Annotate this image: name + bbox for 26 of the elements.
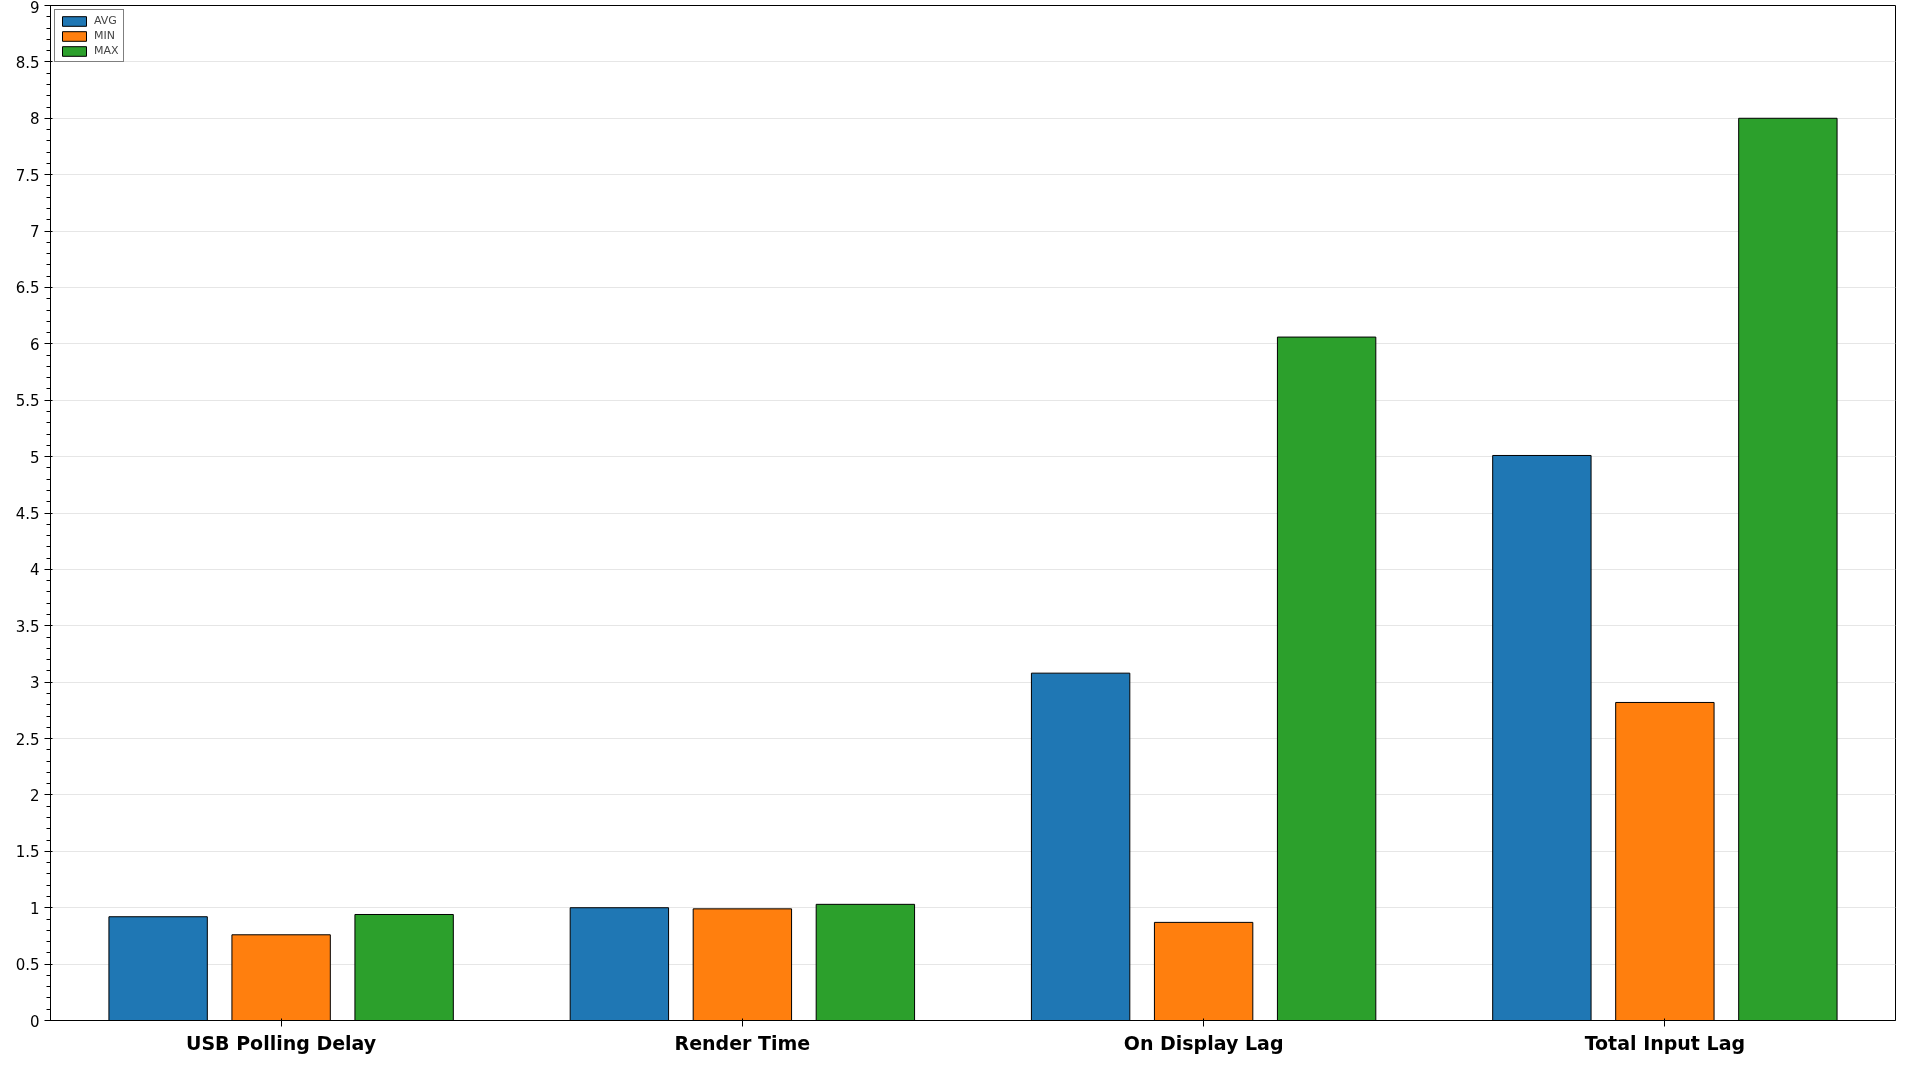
y-tick-label: 0 <box>29 1012 40 1031</box>
y-tick-label: 8.5 <box>15 53 40 72</box>
legend-label: MAX <box>94 44 119 57</box>
y-tick-label: 0.5 <box>15 956 40 975</box>
x-tick-label: On Display Lag <box>1123 1031 1284 1054</box>
y-tick-label: 5.5 <box>15 392 40 411</box>
legend-label: MIN <box>94 29 115 42</box>
x-tick-label: Total Input Lag <box>1584 1031 1746 1054</box>
y-tick-label: 7.5 <box>15 166 40 185</box>
y-tick-label: 8 <box>29 110 40 129</box>
x-tick-label: USB Polling Delay <box>186 1031 377 1054</box>
y-tick-label: 4.5 <box>15 505 40 523</box>
y-tick-label: 4 <box>29 561 40 580</box>
y-tick-label: 3 <box>29 674 40 693</box>
y-tick-label: 7 <box>29 223 40 242</box>
y-tick-label: 9 <box>29 0 40 17</box>
y-tick-label: 1 <box>29 899 40 918</box>
y-tick-label: 6.5 <box>15 279 40 298</box>
y-tick-label: 1.5 <box>15 843 40 862</box>
x-tick-label: Render Time <box>674 1031 811 1054</box>
y-tick-label: 2.5 <box>15 730 40 749</box>
y-tick-label: 3.5 <box>15 617 40 636</box>
y-tick-label: 5 <box>29 448 40 467</box>
legend-label: AVG <box>94 14 117 27</box>
y-tick-label: 2 <box>29 786 40 805</box>
y-tick-label: 6 <box>29 335 40 354</box>
